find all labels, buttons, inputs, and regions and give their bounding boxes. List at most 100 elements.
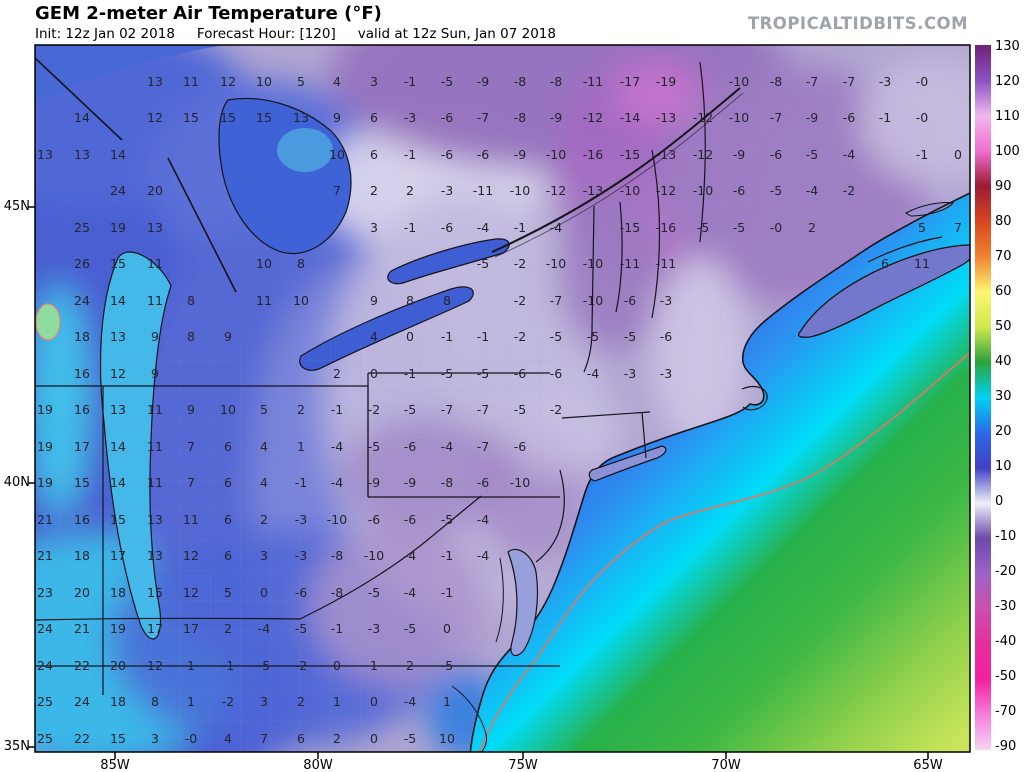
temp-value: 14 [110, 439, 126, 454]
temp-value: -10 [729, 74, 749, 89]
temp-value: -5 [477, 256, 489, 271]
temp-value: -3 [660, 366, 672, 381]
temp-value: 8 [187, 329, 195, 344]
temp-value: -3 [295, 512, 307, 527]
temp-value: 13 [293, 110, 309, 125]
lon-label: 70W [711, 758, 741, 772]
lake-huron-outline [218, 97, 352, 255]
colorbar-tick: 30 [995, 389, 1012, 404]
page-title: GEM 2-meter Air Temperature (°F) [35, 3, 382, 24]
temp-value: -4 [806, 183, 819, 198]
temp-value: 18 [110, 694, 126, 709]
temp-value: -5 [441, 74, 453, 89]
temp-value: -10 [620, 183, 640, 198]
temp-value: 10 [220, 402, 236, 417]
colorbar-tick: -40 [995, 634, 1017, 649]
temp-value: -10 [510, 475, 530, 490]
temp-value: 1 [443, 694, 451, 709]
run-info: Init: 12z Jan 02 2018 Forecast Hour: [120… [35, 26, 578, 42]
temp-value: 9 [370, 293, 378, 308]
temp-value: -2 [550, 402, 562, 417]
temp-value: -5 [587, 329, 599, 344]
temp-value: -3 [660, 293, 672, 308]
temp-value: 15 [110, 256, 126, 271]
temp-value: 15 [147, 585, 163, 600]
temp-value: -3 [404, 110, 416, 125]
temp-value: -6 [550, 366, 563, 381]
temp-value: 15 [110, 731, 126, 746]
delmarva-peninsula [507, 548, 539, 657]
temp-value: 7 [187, 439, 195, 454]
lon-label: 65W [913, 758, 943, 772]
temp-value: 2 [333, 366, 341, 381]
temp-value: -13 [583, 183, 603, 198]
temp-value: -7 [550, 293, 562, 308]
temp-value: 14 [74, 110, 90, 125]
colorbar-tick: 100 [995, 144, 1020, 159]
temp-value: 9 [151, 366, 159, 381]
temp-value: -11 [656, 256, 676, 271]
temp-value: 7 [260, 731, 268, 746]
state-border-ct-ri [641, 411, 647, 459]
temp-value: 20 [147, 183, 163, 198]
temp-value: 26 [74, 256, 90, 271]
colorbar-tick: 120 [995, 74, 1020, 89]
temp-value: 17 [183, 621, 199, 636]
temp-value: -1 [441, 329, 453, 344]
temp-value: 0 [333, 658, 341, 673]
temp-value: -1 [295, 475, 307, 490]
valid-time: valid at 12z Sun, Jan 07 2018 [357, 26, 556, 42]
temp-value: 11 [147, 439, 163, 454]
temp-value: 7 [333, 183, 341, 198]
temp-value: -9 [733, 147, 746, 162]
temp-value: 8 [187, 293, 195, 308]
cape-cod [741, 386, 768, 411]
county-lines [35, 340, 560, 752]
temp-value: -6 [404, 512, 417, 527]
temp-value: -5 [368, 439, 380, 454]
temp-value: 13 [147, 512, 163, 527]
temp-value: 4 [260, 475, 268, 490]
temp-value: -5 [295, 621, 307, 636]
temp-value: -5 [441, 366, 453, 381]
colorbar-tick: 70 [995, 249, 1012, 264]
temp-value: -15 [620, 220, 640, 235]
st-lawrence-river-2 [494, 92, 744, 258]
temp-value: 19 [110, 220, 126, 235]
temp-value: -3 [295, 548, 307, 563]
temp-value: 6 [224, 439, 232, 454]
temp-value: -2 [368, 402, 380, 417]
temp-value: 12 [183, 585, 199, 600]
temp-value: 4 [370, 329, 378, 344]
temp-value: -5 [258, 658, 270, 673]
temp-value: -4 [477, 512, 490, 527]
lon-label: 80W [303, 758, 333, 772]
temp-value: -10 [583, 293, 603, 308]
colorbar-tick: 0 [995, 494, 1004, 509]
temp-value: -8 [770, 74, 783, 89]
temp-value: -8 [514, 74, 527, 89]
state-border-va-ky [299, 495, 482, 620]
temp-value: 15 [256, 110, 272, 125]
colorbar-tick: -20 [995, 564, 1017, 579]
temp-value: 2 [297, 694, 305, 709]
lake-ontario [387, 238, 510, 284]
state-border-nh-me [651, 149, 661, 319]
temp-value: 10 [293, 293, 309, 308]
colorbar-tick: -90 [995, 739, 1017, 754]
temp-value: -4 [258, 621, 271, 636]
temp-value: -10 [583, 256, 603, 271]
forecast-hour: Forecast Hour: [120] [196, 26, 336, 42]
temp-value: -5 [770, 183, 782, 198]
temp-value: 3 [370, 74, 378, 89]
temp-value: 16 [74, 402, 90, 417]
temp-value: -4 [477, 548, 490, 563]
temp-value: 11 [914, 256, 930, 271]
temp-value: 8 [297, 256, 305, 271]
temp-value: -1 [441, 548, 453, 563]
colorbar-tick: 80 [995, 214, 1012, 229]
temp-value: -7 [843, 74, 855, 89]
temp-value: -15 [620, 147, 640, 162]
